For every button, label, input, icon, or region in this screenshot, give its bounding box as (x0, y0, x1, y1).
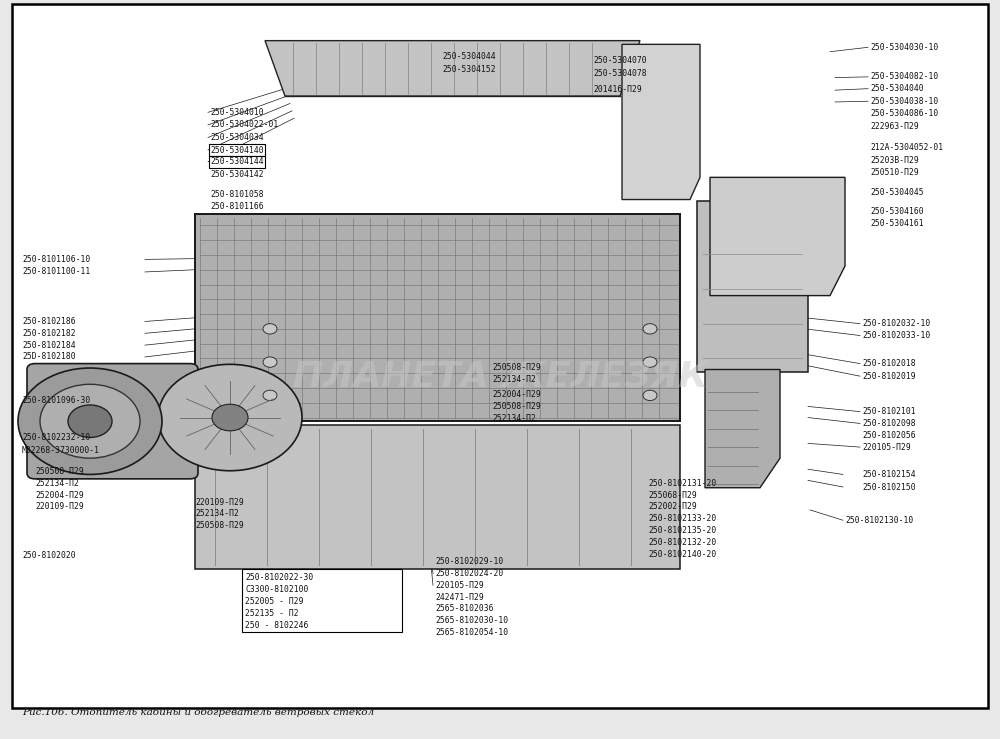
Text: 220105-П29: 220105-П29 (862, 443, 911, 452)
Circle shape (643, 357, 657, 367)
Text: 250-5304045: 250-5304045 (870, 188, 924, 197)
Text: 252135 - П2: 252135 - П2 (245, 609, 299, 618)
Text: 250-5304086-10: 250-5304086-10 (870, 109, 938, 118)
Text: 25D-8102180: 25D-8102180 (22, 353, 76, 361)
Text: 250-5304152: 250-5304152 (442, 65, 496, 74)
Circle shape (643, 390, 657, 401)
Text: 250-8102056: 250-8102056 (862, 431, 916, 440)
Text: 250-8102022-30: 250-8102022-30 (245, 573, 313, 582)
Text: 250-8102032-10: 250-8102032-10 (862, 319, 930, 328)
Text: 250-8102150: 250-8102150 (862, 483, 916, 491)
Text: 250-8102186: 250-8102186 (22, 317, 76, 326)
Text: 250-8102033-10: 250-8102033-10 (862, 331, 930, 340)
Text: 252005 - П29: 252005 - П29 (245, 597, 304, 606)
Text: 250-8102182: 250-8102182 (22, 329, 76, 338)
Text: 250-8102140-20: 250-8102140-20 (648, 550, 716, 559)
Text: 222963-П29: 222963-П29 (870, 122, 919, 131)
Text: 255068-П29: 255068-П29 (648, 491, 697, 500)
Text: 250-8102133-20: 250-8102133-20 (648, 514, 716, 523)
Text: 252134-П2: 252134-П2 (195, 509, 239, 518)
Circle shape (263, 357, 277, 367)
FancyBboxPatch shape (12, 4, 988, 708)
Text: 252004-П29: 252004-П29 (35, 491, 84, 500)
Text: 250-8102018: 250-8102018 (862, 359, 916, 368)
Text: 250-8102184: 250-8102184 (22, 341, 76, 350)
Text: 250508-П29: 250508-П29 (35, 467, 84, 476)
Text: 250-8101106-10: 250-8101106-10 (22, 255, 90, 264)
Text: 242471-П29: 242471-П29 (435, 593, 484, 602)
Text: 250-8102098: 250-8102098 (862, 419, 916, 428)
Text: 252134-П2: 252134-П2 (492, 375, 536, 384)
Text: 250-8102019: 250-8102019 (862, 372, 916, 381)
Text: 250-5304082-10: 250-5304082-10 (870, 72, 938, 81)
Circle shape (18, 368, 162, 474)
Circle shape (158, 364, 302, 471)
Text: 2565-8102054-10: 2565-8102054-10 (435, 628, 508, 637)
Text: 250508-П29: 250508-П29 (492, 363, 541, 372)
Text: 250508-П29: 250508-П29 (195, 521, 244, 530)
Polygon shape (195, 214, 680, 421)
Text: 201416-П29: 201416-П29 (593, 85, 642, 94)
Text: 250-5304010: 250-5304010 (210, 108, 264, 117)
Text: 250-8101058: 250-8101058 (210, 190, 264, 199)
Text: 252002-П29: 252002-П29 (648, 503, 697, 511)
Text: 250510-П29: 250510-П29 (870, 168, 919, 177)
Circle shape (263, 390, 277, 401)
Text: 250-8102131-20: 250-8102131-20 (648, 479, 716, 488)
Text: 250-8102020: 250-8102020 (22, 551, 76, 560)
Text: 212А-5304052-01: 212А-5304052-01 (870, 143, 943, 152)
Circle shape (212, 404, 248, 431)
Text: 220105-П29: 220105-П29 (435, 581, 484, 590)
Text: 25203В-П29: 25203В-П29 (870, 156, 919, 165)
Text: 2565-8102036: 2565-8102036 (435, 605, 494, 613)
Text: ПЛАНЕТА ЖЕЛЕЗЯК: ПЛАНЕТА ЖЕЛЕЗЯК (293, 360, 707, 394)
Polygon shape (622, 44, 700, 200)
Text: 250-5304070: 250-5304070 (593, 56, 647, 65)
Text: 250-8102132-20: 250-8102132-20 (648, 538, 716, 547)
Text: 252134-П2: 252134-П2 (492, 414, 536, 423)
Text: 250-8101100-11: 250-8101100-11 (22, 268, 90, 276)
Polygon shape (265, 41, 640, 96)
Text: 250-8102029-10: 250-8102029-10 (435, 557, 503, 566)
Text: 250-5304140: 250-5304140 (210, 146, 264, 154)
Text: 250 - 8102246: 250 - 8102246 (245, 621, 308, 630)
Text: 250-8101166: 250-8101166 (210, 202, 264, 211)
Text: 250-5304034: 250-5304034 (210, 133, 264, 142)
Circle shape (40, 384, 140, 458)
Polygon shape (195, 425, 680, 569)
Text: 220109-П29: 220109-П29 (195, 498, 244, 507)
Text: 250-5304030-10: 250-5304030-10 (870, 43, 938, 52)
Polygon shape (705, 370, 780, 488)
Text: 250-5304044: 250-5304044 (442, 52, 496, 61)
Circle shape (68, 405, 112, 437)
Text: 250-5304161: 250-5304161 (870, 219, 924, 228)
Text: Рис.106. Отопитель кабины и обогреватель ветровых стекол: Рис.106. Отопитель кабины и обогреватель… (22, 707, 374, 717)
Text: 220109-П29: 220109-П29 (35, 503, 84, 511)
FancyBboxPatch shape (697, 201, 808, 372)
Text: 250-5304142: 250-5304142 (210, 170, 264, 179)
Circle shape (263, 324, 277, 334)
Text: 250-5304022-01: 250-5304022-01 (210, 120, 278, 129)
Text: 250-8102232-10: 250-8102232-10 (22, 433, 90, 442)
Text: 250-5304078: 250-5304078 (593, 69, 647, 78)
Text: 250-8101096-30: 250-8101096-30 (22, 396, 90, 405)
Text: МЗ2268-3730000-1: МЗ2268-3730000-1 (22, 446, 100, 454)
Text: 2565-8102030-10: 2565-8102030-10 (435, 616, 508, 625)
Text: 250-8102135-20: 250-8102135-20 (648, 526, 716, 535)
Text: 250-5304040: 250-5304040 (870, 84, 924, 93)
Text: 250-5304038-10: 250-5304038-10 (870, 97, 938, 106)
Polygon shape (710, 177, 845, 296)
Text: 252004-П29: 252004-П29 (492, 390, 541, 399)
Text: 250-5304144: 250-5304144 (210, 157, 264, 166)
Circle shape (643, 324, 657, 334)
FancyBboxPatch shape (27, 364, 198, 479)
Text: 250-8102101: 250-8102101 (862, 407, 916, 416)
Text: 250-8102154: 250-8102154 (862, 470, 916, 479)
Text: 250-5304160: 250-5304160 (870, 207, 924, 216)
Text: 252134-П2: 252134-П2 (35, 479, 79, 488)
Text: 250508-П29: 250508-П29 (492, 402, 541, 411)
Text: С3300-8102100: С3300-8102100 (245, 585, 308, 594)
Text: 250-8102024-20: 250-8102024-20 (435, 569, 503, 578)
Text: 250-8102130-10: 250-8102130-10 (845, 516, 913, 525)
